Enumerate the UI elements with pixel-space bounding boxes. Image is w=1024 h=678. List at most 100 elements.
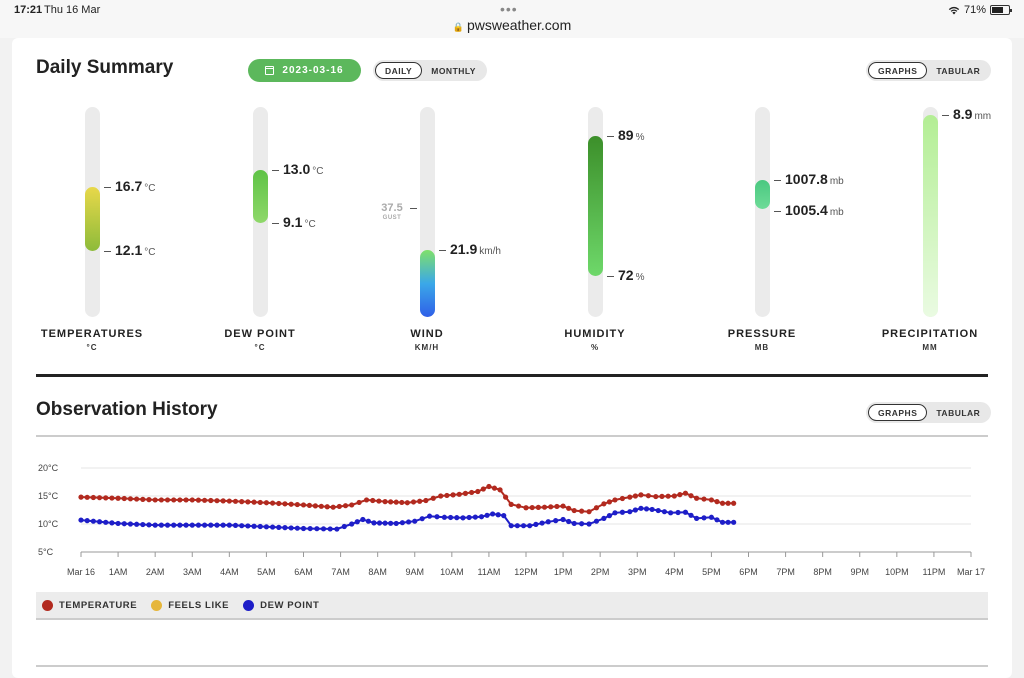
humidity-high: 89% <box>618 127 645 143</box>
data-point <box>523 505 529 511</box>
data-point <box>121 495 127 502</box>
data-point <box>232 522 239 528</box>
status-indicators: 71% <box>948 4 1012 16</box>
data-point <box>195 522 202 528</box>
data-point <box>324 504 330 510</box>
x-tick-label: 5PM <box>702 567 721 577</box>
chart-legend: TEMPERATURE FEELS LIKE DEW POINT <box>36 592 988 618</box>
x-tick-label: 1AM <box>109 567 128 577</box>
gauge-pressure: 1007.8 mb 1005.4 mb PRESSURE MB <box>682 107 852 367</box>
data-point <box>412 518 418 524</box>
gauge-unit: °C <box>86 343 98 352</box>
data-point <box>263 500 270 506</box>
data-point <box>508 501 514 507</box>
tabular-tab[interactable]: TABULAR <box>936 65 981 76</box>
data-point <box>134 496 140 502</box>
data-point <box>643 506 650 512</box>
data-point <box>382 499 388 505</box>
data-point <box>388 499 394 505</box>
data-point <box>560 503 566 509</box>
data-point <box>226 522 232 528</box>
history-header-rule <box>36 435 988 437</box>
data-point <box>365 518 371 524</box>
data-point <box>627 509 633 515</box>
data-point <box>171 497 177 503</box>
data-point <box>645 493 651 499</box>
data-point <box>653 493 659 500</box>
data-point <box>96 519 103 525</box>
data-point <box>115 495 121 501</box>
data-point <box>606 499 613 505</box>
data-point <box>330 504 336 510</box>
data-point <box>571 507 577 514</box>
data-point <box>714 517 720 523</box>
data-point <box>566 518 572 525</box>
x-tick-label: 9PM <box>850 567 869 577</box>
data-point <box>529 504 535 511</box>
data-point <box>417 498 423 504</box>
data-point <box>501 513 507 519</box>
data-point <box>719 519 726 525</box>
gauge-unit: KM/H <box>414 343 440 352</box>
tab-options-icon[interactable]: ••• <box>500 1 518 17</box>
y-tick-label: 20°C <box>38 463 59 473</box>
legend-item-feels-like[interactable]: FEELS LIKE <box>151 599 229 611</box>
data-point <box>127 496 134 502</box>
data-point <box>491 485 498 491</box>
x-tick-label: 3AM <box>183 567 202 577</box>
summary-view-toggle: GRAPHS TABULAR <box>866 60 992 81</box>
monthly-tab[interactable]: MONTHLY <box>431 65 476 76</box>
data-point <box>376 520 383 526</box>
data-point <box>115 520 121 527</box>
data-point <box>245 523 251 529</box>
data-point <box>533 521 539 527</box>
gauge-label: WIND <box>410 328 444 340</box>
data-point <box>158 497 164 503</box>
dew-point-low: 9.1 °C <box>283 214 316 230</box>
data-point <box>245 499 251 505</box>
data-point <box>257 499 263 506</box>
data-point <box>693 495 700 501</box>
data-point <box>484 512 490 518</box>
data-point <box>146 497 152 503</box>
temperature-low: 12.1 °C <box>115 242 156 258</box>
data-point <box>183 497 189 503</box>
gauge-dew-point: 13.0 °C 9.1 °C DEW POINT °C <box>180 107 350 367</box>
data-point <box>719 500 726 506</box>
data-point <box>475 488 481 495</box>
y-tick-label: 15°C <box>38 491 59 501</box>
data-point <box>497 487 503 493</box>
data-point <box>612 510 618 516</box>
gauge-label: DEW POINT <box>224 328 296 340</box>
data-point <box>434 514 440 520</box>
date-picker-button[interactable]: 2023-03-16 <box>248 59 361 82</box>
data-point <box>146 522 152 528</box>
data-point <box>586 509 592 515</box>
data-point <box>276 500 282 507</box>
x-tick-label: 11PM <box>922 567 945 577</box>
address-bar[interactable]: 🔒 pwsweather.com <box>0 17 1024 33</box>
gauge-precipitation: 8.9 mm PRECIPITATION MM <box>850 106 1020 367</box>
graphs-tab[interactable]: GRAPHS <box>868 404 928 421</box>
data-point <box>282 501 288 507</box>
daily-tab[interactable]: DAILY <box>375 62 423 79</box>
graphs-tab[interactable]: GRAPHS <box>868 62 928 79</box>
data-point <box>158 522 164 528</box>
tabular-tab[interactable]: TABULAR <box>936 407 981 418</box>
data-point <box>208 522 214 528</box>
observation-history-title: Observation History <box>36 399 218 420</box>
data-point <box>342 503 349 509</box>
legend-dot <box>243 599 255 611</box>
gauge-label: HUMIDITY <box>564 328 626 340</box>
browser-status-bar: 17:21 Thu 16 Mar ••• 🔒 pwsweather.com 71% <box>0 0 1024 38</box>
x-tick-label: 2AM <box>146 567 165 577</box>
data-point <box>404 500 410 506</box>
y-tick-label: 5°C <box>38 547 54 557</box>
data-point <box>495 512 501 518</box>
data-point <box>682 490 689 496</box>
data-point <box>638 505 644 511</box>
legend-item-dew-point[interactable]: DEW POINT <box>243 599 319 611</box>
data-point <box>349 521 355 527</box>
legend-item-temperature[interactable]: TEMPERATURE <box>42 599 137 611</box>
observation-chart[interactable]: 20°C 15°C 10°C 5°C Mar 16 1AM 2AM 3AM 4AM 5AM 6AM 7… <box>36 456 988 586</box>
